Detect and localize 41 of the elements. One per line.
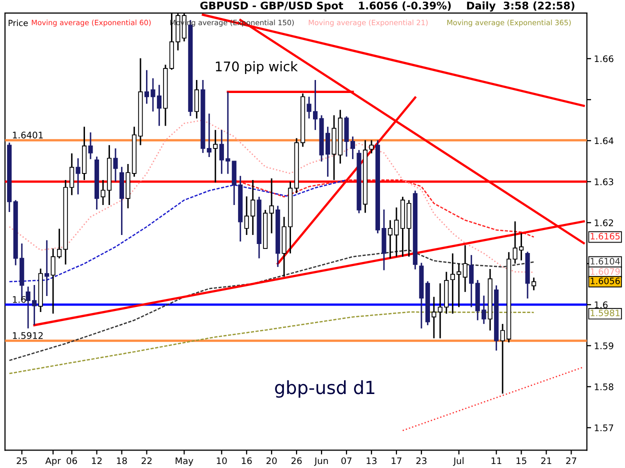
ref-line-label: 1.6401 bbox=[12, 132, 43, 138]
y-tick-label: 1.6 bbox=[594, 301, 608, 308]
x-tick-label: 16 bbox=[242, 457, 252, 464]
x-tick-label: 15 bbox=[516, 457, 526, 464]
ref-line-label: 1.6 bbox=[12, 296, 26, 303]
x-tick-label: Jul bbox=[452, 457, 464, 466]
annotation: 1.6056 bbox=[590, 278, 620, 284]
x-tick-label: 23 bbox=[416, 457, 426, 464]
annotation: gbp-usd d1 bbox=[275, 380, 374, 398]
x-tick-label: 06 bbox=[66, 457, 77, 464]
ref-line-label: 1.5912 bbox=[12, 332, 43, 339]
x-tick-label: 18 bbox=[116, 457, 127, 464]
x-tick-label: Apr bbox=[45, 457, 61, 466]
y-tick-label: 1.58 bbox=[594, 383, 614, 390]
text: 1.5981 bbox=[590, 310, 620, 316]
y-tick-label: 1.59 bbox=[594, 342, 614, 350]
x-tick-label: 26 bbox=[291, 457, 302, 464]
x-tick-label: 13 bbox=[366, 457, 376, 464]
x-tick-label: 12 bbox=[92, 457, 102, 464]
y-tick-label: 1.66 bbox=[594, 55, 614, 62]
x-tick-label: 10 bbox=[216, 457, 227, 464]
y-tick-label: 1.57 bbox=[594, 424, 614, 432]
x-tick-label: 17 bbox=[392, 457, 402, 464]
x-tick-label: 27 bbox=[566, 457, 576, 464]
annotation: 1.6104 bbox=[590, 258, 620, 265]
chart-title: GBPUSD - GBP/USD Spot 1.6056 (-0.39%) Daily 3:58 (22:58) bbox=[200, 1, 574, 12]
annotation: 1.6079 bbox=[590, 268, 620, 275]
x-tick-label: 07 bbox=[341, 457, 352, 464]
x-tick-label: Jun bbox=[314, 457, 328, 466]
x-tick-label: 20 bbox=[266, 457, 277, 464]
x-tick-label: 25 bbox=[16, 457, 27, 464]
y-tick-label: 1.63 bbox=[594, 178, 614, 186]
y-tick-label: 1.62 bbox=[594, 219, 614, 226]
annotation: 170 pip wick bbox=[216, 61, 298, 74]
x-tick-label: May bbox=[176, 457, 194, 466]
annotation: 1.6165 bbox=[590, 232, 620, 240]
y-tick-label: 1.64 bbox=[594, 137, 614, 144]
annotation: Price bbox=[8, 20, 28, 26]
x-tick-label: 21 bbox=[541, 457, 552, 464]
x-tick-label: 11 bbox=[492, 457, 502, 464]
x-tick-label: 22 bbox=[142, 457, 152, 464]
